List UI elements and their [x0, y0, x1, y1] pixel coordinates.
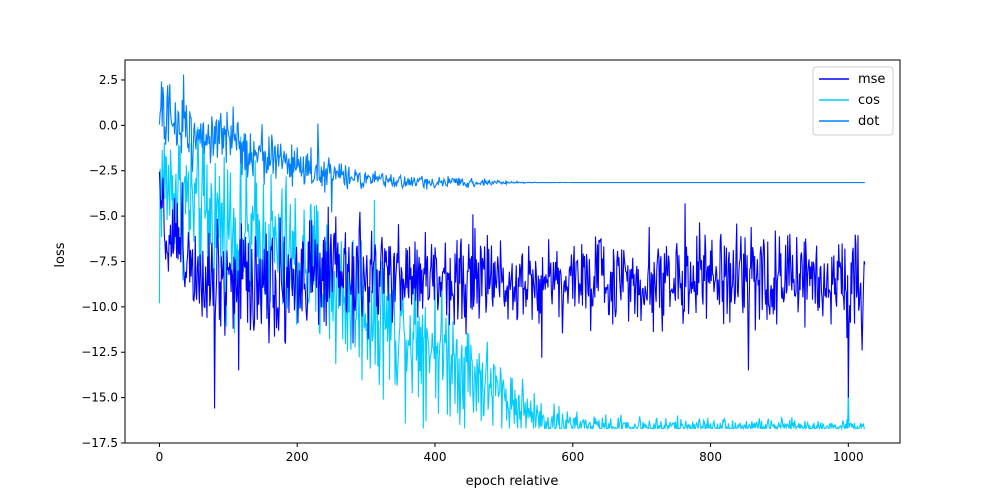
y-tick-label: −2.5 [89, 164, 118, 178]
legend-label-dot: dot [858, 114, 879, 129]
y-tick-label: 0.0 [99, 118, 118, 132]
series-layer [158, 74, 866, 431]
y-tick-label: −7.5 [89, 254, 118, 268]
x-tick-label: 1000 [833, 450, 864, 464]
y-tick-label: −5.0 [89, 209, 118, 223]
y-tick-label: −17.5 [81, 436, 118, 450]
y-tick-label: −15.0 [81, 391, 118, 405]
y-axis-label: loss [53, 242, 68, 267]
x-tick-label: 600 [561, 450, 584, 464]
legend: mse cos dot [812, 66, 894, 136]
legend-box [812, 66, 894, 136]
series-line-cos [158, 126, 865, 431]
axes-frame [124, 59, 901, 444]
y-tick-label: −10.0 [81, 300, 118, 314]
y-tick-label: 2.5 [99, 73, 118, 87]
series-line-dot [158, 74, 865, 213]
x-tick-label: 200 [286, 450, 309, 464]
x-tick-label: 400 [424, 450, 447, 464]
x-axis: 0 200 400 600 800 1000 [156, 443, 864, 464]
y-tick-label: −12.5 [81, 345, 118, 359]
legend-label-mse: mse [858, 72, 885, 87]
x-tick-label: 800 [699, 450, 722, 464]
legend-label-cos: cos [858, 93, 880, 108]
x-tick-label: 0 [156, 450, 164, 464]
series-line-mse [158, 171, 866, 409]
y-axis: 2.5 0.0 −2.5 −5.0 −7.5 −10.0 −12.5 −15.0 −17.5 [81, 73, 125, 450]
x-axis-label: epoch relative [466, 474, 559, 489]
